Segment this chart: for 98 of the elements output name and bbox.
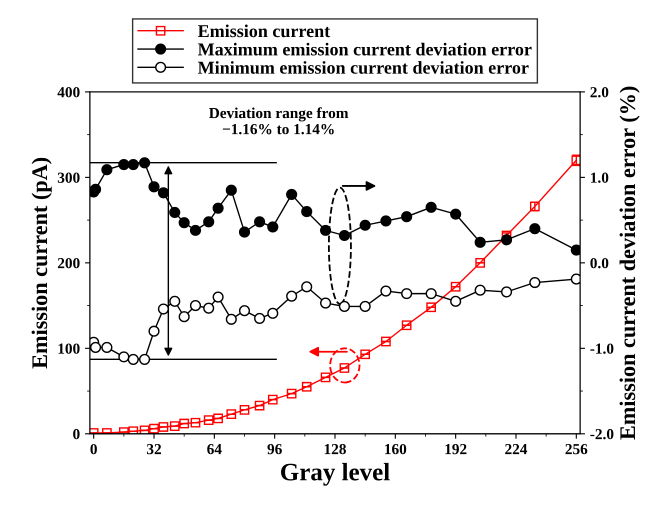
y2-tick-label: -2.0	[590, 428, 614, 440]
point	[501, 286, 512, 298]
point	[267, 221, 278, 233]
point	[286, 388, 296, 398]
point	[212, 202, 224, 214]
y2-axis-title: Emission current deviation error (%)	[620, 86, 640, 440]
x-axis-title: Gray level	[281, 462, 390, 486]
point	[301, 281, 312, 292]
point	[148, 181, 160, 192]
x-tick-label: 160	[385, 444, 406, 454]
point	[226, 409, 236, 419]
point	[475, 258, 486, 268]
point	[529, 276, 540, 288]
y-tick-label: 200	[58, 258, 80, 268]
point	[450, 282, 461, 292]
point	[178, 311, 190, 322]
point	[254, 312, 266, 324]
point	[203, 216, 214, 228]
point	[426, 202, 437, 213]
point	[190, 300, 202, 312]
point	[360, 220, 371, 231]
point	[212, 291, 224, 303]
point	[474, 284, 486, 296]
legend-label: Maximum emission current deviation error	[198, 42, 532, 56]
point	[474, 236, 486, 248]
point	[90, 184, 102, 195]
point	[301, 206, 312, 218]
x-tick-label: 0	[90, 444, 97, 454]
point	[118, 159, 130, 170]
point	[501, 234, 512, 246]
point	[529, 223, 540, 234]
point	[286, 290, 298, 302]
point	[401, 288, 412, 300]
y2-tick-label: 1.0	[591, 172, 608, 183]
point	[426, 302, 436, 312]
point	[450, 208, 462, 220]
point	[320, 224, 332, 236]
point	[402, 320, 412, 330]
point	[128, 159, 139, 170]
point	[401, 211, 412, 222]
x-tick-label: 64	[207, 444, 222, 454]
point	[238, 226, 250, 238]
point	[338, 300, 350, 312]
point	[90, 342, 102, 354]
point	[169, 296, 180, 307]
legend-label: Minimum emission current deviation error	[198, 61, 529, 74]
point	[267, 308, 278, 319]
point	[118, 351, 130, 362]
legend-label: Emission current	[198, 24, 330, 38]
point	[226, 184, 237, 196]
annotation: Deviation range from −1.16% to 1.14%	[209, 107, 348, 134]
point	[101, 342, 112, 354]
point	[320, 372, 330, 382]
point	[570, 244, 580, 256]
x-tick-label: 32	[146, 444, 161, 454]
point	[158, 187, 169, 198]
point	[240, 405, 250, 415]
y-tick-label: 300	[58, 172, 80, 183]
point	[268, 394, 278, 404]
point	[450, 296, 462, 307]
point	[320, 297, 332, 309]
point	[570, 274, 580, 285]
point	[148, 326, 160, 337]
x-tick-label: 224	[505, 444, 528, 454]
point	[302, 382, 312, 392]
point	[203, 302, 214, 314]
y-tick-label: 400	[57, 87, 80, 98]
x-tick-label: 128	[324, 444, 346, 454]
y2-tick-label: -1.0	[590, 343, 614, 354]
x-tick-label: 96	[267, 444, 282, 454]
point	[139, 157, 150, 168]
y2-tick-label: 0.0	[590, 258, 608, 268]
point	[101, 164, 112, 176]
point	[178, 217, 190, 228]
point	[254, 400, 264, 410]
point	[380, 215, 392, 227]
point	[139, 354, 150, 365]
point	[128, 354, 139, 365]
y2-tick-label: 2.0	[590, 87, 608, 98]
point	[158, 303, 169, 315]
point	[360, 349, 370, 360]
point	[286, 188, 298, 200]
point	[238, 305, 250, 316]
point	[190, 224, 202, 236]
x-tick-label: 192	[445, 444, 466, 454]
point	[426, 288, 437, 300]
y-tick-label: 0	[73, 428, 80, 440]
x-tick-label: 256	[566, 444, 588, 454]
point	[226, 314, 237, 325]
point	[169, 206, 180, 218]
point	[380, 286, 392, 297]
point	[360, 300, 371, 312]
point	[571, 155, 580, 166]
point	[381, 336, 391, 346]
y-tick-label: 100	[58, 343, 80, 354]
y-axis-title: Emission current (pA)	[32, 158, 52, 368]
point	[254, 216, 266, 228]
point	[338, 230, 350, 242]
